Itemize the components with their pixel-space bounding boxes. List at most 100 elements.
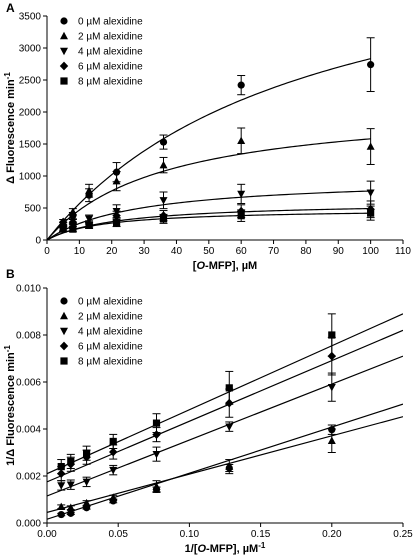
data-point — [59, 225, 67, 233]
legend-entry: 6 µM alexidine — [78, 62, 143, 73]
x-tick-label: 0.20 — [322, 529, 342, 540]
y-tick-label: 2500 — [19, 76, 42, 87]
data-point — [237, 190, 246, 199]
legend-marker — [60, 327, 68, 336]
data-point — [57, 482, 66, 490]
legend-marker — [60, 77, 68, 85]
x-axis-label-part: -MFP], µM — [206, 543, 258, 555]
y-tick-label: 0.002 — [16, 472, 41, 483]
legend-marker — [60, 297, 68, 305]
data-point — [67, 457, 75, 466]
series-1 — [57, 428, 336, 511]
legend-marker — [60, 357, 68, 365]
x-tick-label: 50 — [203, 246, 215, 257]
series-2 — [57, 372, 336, 491]
legend: 0 µM alexidine 2 µM alexidine 4 µM alexidi… — [59, 297, 143, 368]
data-point — [82, 478, 91, 487]
x-tick-label: 80 — [300, 246, 312, 257]
y-axis-label: 1/Δ Fluorescence min-1 — [3, 345, 17, 466]
data-point — [237, 136, 246, 144]
x-axis-label-part: O — [197, 543, 206, 555]
legend-marker — [60, 31, 68, 40]
data-point — [66, 481, 75, 489]
legend-marker — [60, 17, 68, 25]
data-point — [152, 482, 161, 490]
x-axis-label: 1/[O-MFP], µM-1 — [185, 541, 266, 555]
y-tick-label: 0 — [35, 236, 41, 247]
y-tick-label: 3500 — [19, 12, 42, 23]
x-tick-label: 0.25 — [393, 529, 413, 540]
data-point — [58, 217, 68, 227]
data-point — [152, 450, 161, 459]
legend-marker — [60, 47, 68, 56]
legend-entry: 8 µM alexidine — [78, 357, 143, 368]
legend: 0 µM alexidine 2 µM alexidine 4 µM alexidi… — [59, 17, 143, 88]
data-point — [237, 212, 245, 220]
y-tick-label: 0.004 — [16, 425, 41, 436]
fit-line-4 — [47, 313, 403, 475]
x-tick-label: 0.00 — [37, 529, 57, 540]
x-tick-label: 30 — [139, 246, 151, 257]
data-point — [68, 217, 78, 227]
data-point — [225, 462, 234, 470]
legend-entry: 8 µM alexidine — [78, 77, 143, 88]
fit-line-2 — [47, 190, 371, 240]
series-4 — [59, 205, 375, 233]
data-point — [159, 160, 168, 169]
y-tick-label: 1500 — [19, 140, 42, 151]
x-axis-label-part: O — [196, 260, 205, 272]
y-axis-label-sup: -1 — [3, 72, 12, 80]
x-tick-label: 0.10 — [180, 529, 200, 540]
data-point — [159, 197, 168, 205]
x-axis-label-part: 1/[ — [185, 543, 198, 555]
y-tick-label: 3000 — [19, 44, 42, 55]
x-tick-label: 90 — [333, 246, 345, 257]
data-point — [66, 503, 75, 511]
y-tick-label: 500 — [24, 204, 41, 215]
x-tick-label: 0.05 — [108, 529, 128, 540]
data-point — [109, 466, 118, 475]
data-point — [109, 493, 118, 501]
legend-entry: 2 µM alexidine — [78, 32, 143, 43]
legend-entry: 0 µM alexidine — [78, 297, 143, 308]
panel-label: B — [6, 267, 15, 281]
x-tick-label: 10 — [74, 246, 86, 257]
x-axis-label-sup: -1 — [258, 541, 266, 550]
data-point — [57, 463, 65, 471]
data-point — [85, 215, 94, 224]
y-tick-label: 2000 — [19, 108, 42, 119]
legend-entry: 6 µM alexidine — [78, 342, 143, 353]
legend-entry: 4 µM alexidine — [78, 327, 143, 338]
x-tick-label: 20 — [106, 246, 118, 257]
data-point — [327, 436, 336, 444]
data-point — [57, 502, 66, 510]
data-point — [328, 331, 336, 339]
y-axis-label-main: 1/Δ Fluorescence min — [5, 352, 17, 466]
data-point — [57, 510, 65, 519]
fit-line-0 — [47, 403, 403, 520]
data-point — [327, 383, 336, 392]
legend-marker — [59, 341, 69, 351]
fit-line-1 — [47, 416, 403, 514]
x-axis-label-part: -MFP], µM — [205, 260, 257, 272]
data-point — [366, 189, 375, 197]
fit-line-0 — [47, 58, 371, 240]
x-tick-label: 70 — [268, 246, 280, 257]
data-point — [225, 423, 234, 431]
fit-line-2 — [47, 355, 403, 497]
x-axis-label-part: [ — [193, 260, 197, 272]
data-point — [112, 176, 121, 185]
data-point — [366, 142, 375, 150]
chart-panel-A: A 0 10 20 30 40 50 60 70 80 90 100 110 0 500 1000 1500 20… — [3, 1, 411, 272]
data-point — [67, 509, 75, 517]
data-point — [109, 437, 117, 446]
y-tick-label: 0.008 — [16, 331, 41, 342]
chart-panel-B: B 0.00 0.05 0.10 0.15 0.20 0.25 0.000 0.002 0.004… — [3, 267, 413, 555]
data-point — [68, 207, 77, 216]
x-tick-label: 60 — [236, 246, 248, 257]
data-point — [112, 211, 121, 221]
data-point — [237, 81, 245, 89]
data-point — [82, 498, 91, 507]
legend-marker — [60, 311, 68, 320]
